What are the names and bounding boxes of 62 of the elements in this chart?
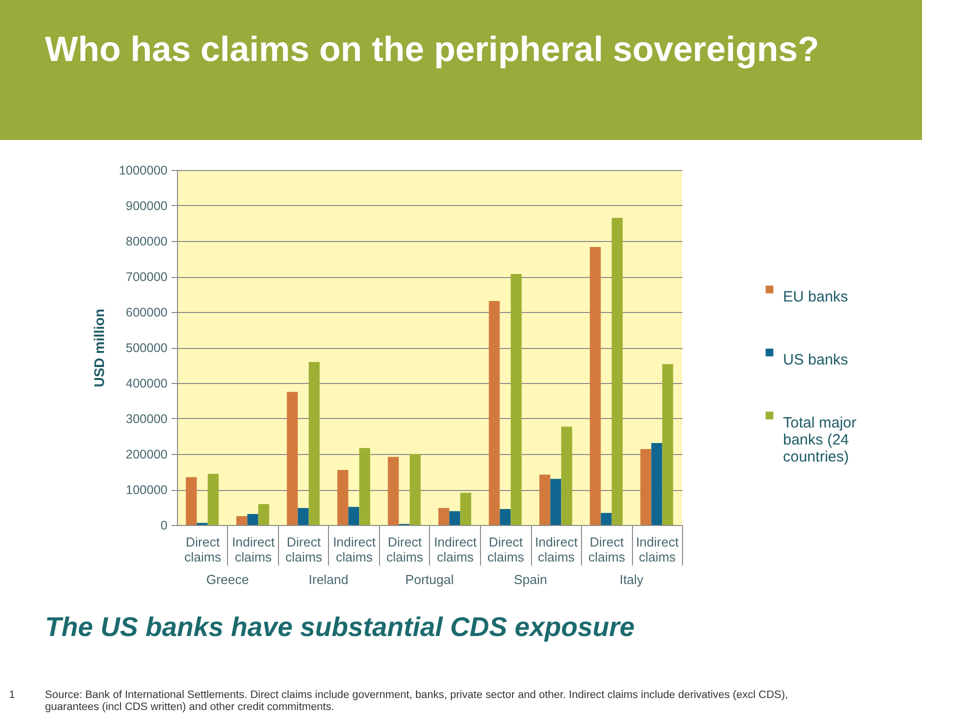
x-tick-label: Indirect claims	[232, 534, 275, 564]
bar	[539, 474, 550, 525]
y-tick-label: 100000	[126, 483, 168, 497]
bar	[561, 426, 572, 525]
chart-title: Who has claims on the peripheral sovereigns?	[45, 30, 820, 69]
bar	[258, 504, 270, 525]
bar	[510, 274, 522, 525]
bar	[348, 506, 360, 525]
x-tick-label: Indirect claims	[332, 534, 376, 564]
x-tick-label: Direct claims	[184, 534, 222, 564]
y-tick-label: 400000	[126, 376, 168, 390]
bar	[236, 516, 248, 525]
bar	[359, 448, 370, 525]
legend-label: EU banks	[783, 288, 848, 306]
x-tick-label: Indirect claims	[434, 534, 477, 564]
legend-label: US banks	[783, 352, 848, 368]
text: The US banks have substantial CDS exposure	[45, 612, 635, 642]
bar	[460, 492, 472, 525]
bar	[298, 508, 309, 525]
y-axis-title: USD million	[90, 308, 107, 388]
text: Ireland	[308, 572, 348, 587]
bar	[488, 300, 500, 525]
y-tick-label: 600000	[126, 306, 168, 320]
bar	[449, 511, 460, 525]
bar	[600, 512, 612, 525]
y-tick-label: 900000	[126, 199, 168, 213]
bar	[612, 218, 623, 525]
y-tick-label: 0	[160, 518, 168, 532]
text: Spain	[514, 572, 548, 587]
bar	[590, 247, 601, 525]
bar	[500, 509, 511, 525]
x-tick-label: Direct claims	[487, 534, 525, 564]
y-tick-label: 1000000	[118, 164, 168, 178]
text: Greece	[206, 572, 249, 587]
bar	[186, 477, 197, 525]
bar	[550, 478, 562, 525]
x-tick-label: Direct claims	[285, 534, 323, 564]
bar	[208, 474, 219, 525]
source-note: Source: Bank of International Settlements. Direct claims include government, banks, private sector and other. Indirect claims include derivatives (excl CDS), guarantees (incl CDS written) and other credit commitments.	[45, 689, 788, 713]
bar	[247, 514, 258, 525]
bar	[337, 470, 348, 525]
text: 1	[9, 689, 16, 701]
bar	[286, 392, 298, 525]
legend-label: Total major banks (24 countries)	[783, 414, 856, 466]
bar	[308, 362, 320, 525]
text: Italy	[620, 572, 644, 587]
y-tick-label: 200000	[126, 448, 168, 462]
bar	[438, 508, 450, 525]
bar	[388, 456, 399, 525]
bar	[662, 364, 674, 525]
y-tick-label: 700000	[126, 270, 168, 284]
text: Portugal	[405, 572, 454, 587]
bar	[640, 449, 652, 525]
y-tick-label: 300000	[126, 412, 168, 426]
x-tick-label: Indirect claims	[636, 534, 679, 564]
x-tick-label: Direct claims	[588, 534, 626, 564]
bar	[410, 454, 421, 525]
x-tick-label: Direct claims	[386, 534, 424, 564]
y-tick-label: 500000	[126, 341, 168, 355]
x-tick-label: Indirect claims	[534, 534, 578, 564]
bar	[651, 442, 662, 525]
y-tick-label: 800000	[126, 234, 168, 248]
